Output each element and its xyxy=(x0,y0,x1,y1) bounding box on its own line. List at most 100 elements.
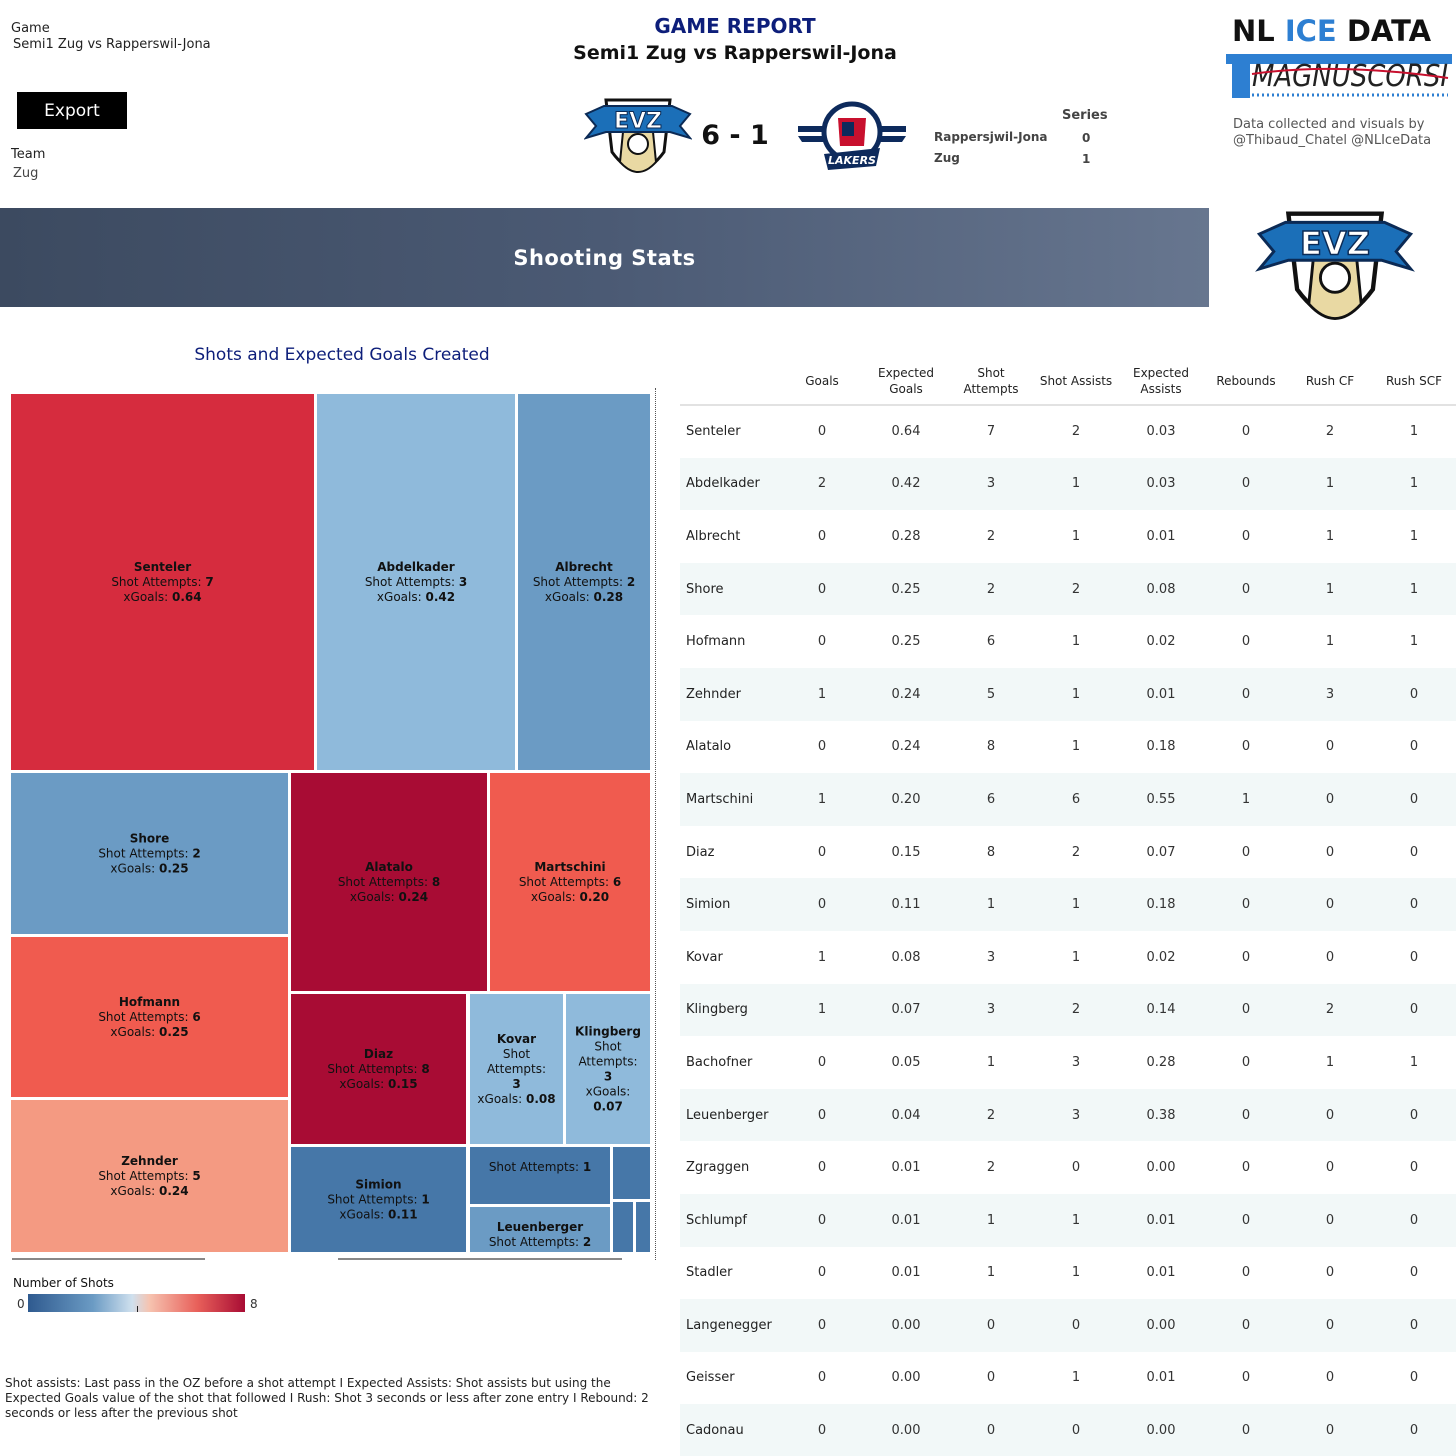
stat-cell: 0 xyxy=(1204,562,1288,616)
treemap-cell[interactable] xyxy=(11,773,288,934)
table-row: Geisser 0 0.00 0 1 0.01 0 0 0 xyxy=(680,1351,1456,1405)
stat-cell: 0.01 xyxy=(1118,1193,1204,1247)
team-filter-value[interactable]: Zug xyxy=(13,166,39,181)
stat-cell: 0 xyxy=(1204,720,1288,774)
stat-cell: 0.18 xyxy=(1118,720,1204,774)
stat-cell: 0.03 xyxy=(1118,457,1204,511)
table-header-text: Goals xyxy=(889,382,923,396)
stat-cell: 1 xyxy=(1034,1193,1118,1247)
player-name-cell: Leuenberger xyxy=(680,1088,780,1142)
treemap-cell[interactable] xyxy=(613,1147,650,1199)
stat-cell: 0.20 xyxy=(864,773,948,826)
treemap-cell[interactable] xyxy=(317,394,515,770)
table-header-cell[interactable]: Shot Attempts xyxy=(948,358,1034,406)
stat-cell: 0.00 xyxy=(864,1404,948,1456)
stat-cell: 0 xyxy=(780,720,864,774)
treemap-cell-label: Shot xyxy=(503,1047,531,1061)
treemap-cell[interactable] xyxy=(291,1147,466,1252)
table-header-text: Expected xyxy=(878,366,934,380)
zug-logo-text: EVZ xyxy=(614,109,662,134)
table-row: Martschini 1 0.20 6 6 0.55 1 0 0 xyxy=(680,773,1456,826)
stat-cell: 0 xyxy=(780,562,864,616)
stat-cell: 0 xyxy=(1288,1246,1372,1300)
stat-cell: 0 xyxy=(1372,878,1456,931)
table-header-cell[interactable]: Rebounds xyxy=(1204,358,1288,406)
stat-cell: 0 xyxy=(780,615,864,668)
treemap-cell[interactable] xyxy=(613,1202,633,1252)
stat-cell: 0 xyxy=(780,1351,864,1405)
magnuscorsi-text: MAGNUSCORSI xyxy=(1252,59,1448,94)
stat-cell: 0.01 xyxy=(864,1141,948,1194)
stat-cell: 0 xyxy=(780,1193,864,1247)
stat-cell: 0.25 xyxy=(864,562,948,616)
stat-cell: 1 xyxy=(780,667,864,721)
table-row: Bachofner 0 0.05 1 3 0.28 0 1 1 xyxy=(680,1036,1456,1089)
player-name-cell: Shore xyxy=(680,562,780,616)
game-filter-label: Game xyxy=(11,21,50,36)
table-header-cell[interactable]: Expected Assists xyxy=(1118,358,1204,406)
stat-cell: 0 xyxy=(1204,1141,1288,1194)
treemap-cell[interactable] xyxy=(470,1147,610,1204)
table-header-cell[interactable]: Expected Goals xyxy=(864,358,948,406)
treemap-cell[interactable] xyxy=(636,1202,650,1252)
player-name-cell: Simion xyxy=(680,878,780,931)
treemap-cell[interactable] xyxy=(566,994,650,1144)
stat-cell: 0 xyxy=(1288,1141,1372,1194)
treemap-cell[interactable] xyxy=(11,1100,288,1252)
stat-cell: 0.18 xyxy=(1118,878,1204,931)
rapperswil-logo-icon: LAKERS xyxy=(798,101,906,170)
table-header-cell[interactable]: Shot Assists xyxy=(1034,358,1118,406)
stat-cell: 2 xyxy=(1034,983,1118,1037)
table-header-cell[interactable]: Rush SCF xyxy=(1372,358,1456,406)
stat-cell: 0 xyxy=(1204,1404,1288,1456)
stat-cell: 0 xyxy=(780,405,864,458)
player-name-cell: Diaz xyxy=(680,825,780,879)
banner-title: Shooting Stats xyxy=(513,245,696,270)
treemap-cell[interactable] xyxy=(291,994,466,1144)
treemap-cell[interactable] xyxy=(490,773,650,991)
table-header-text: Rush CF xyxy=(1305,374,1355,388)
stat-cell: 6 xyxy=(948,615,1034,668)
export-button[interactable]: Export xyxy=(17,92,127,129)
table-header-text: Shot Assists xyxy=(1039,374,1113,388)
stat-cell: 0.01 xyxy=(1118,667,1204,721)
player-name-cell: Stadler xyxy=(680,1246,780,1300)
treemap-cell-label: Shot Attempts: 2 xyxy=(489,1235,591,1249)
stat-cell: 0.11 xyxy=(864,878,948,931)
treemap-cell-label: Shot Attempts: 1 xyxy=(489,1160,591,1174)
stat-cell: 0 xyxy=(780,1141,864,1194)
treemap-cell[interactable] xyxy=(11,937,288,1097)
stat-cell: 0 xyxy=(948,1351,1034,1405)
stat-cell: 0 xyxy=(1372,1246,1456,1300)
legend-title: Number of Shots xyxy=(13,1276,114,1290)
series-value-2: 1 xyxy=(1082,152,1091,166)
stat-cell: 1 xyxy=(948,1036,1034,1089)
stat-cell: 0.24 xyxy=(864,667,948,721)
treemap-cell[interactable] xyxy=(470,1207,610,1252)
player-name-cell: Martschini xyxy=(680,773,780,826)
table-header-cell[interactable]: Rush CF xyxy=(1288,358,1372,406)
treemap-cell[interactable] xyxy=(470,994,563,1144)
stat-cell: 0.02 xyxy=(1118,930,1204,984)
stat-cell: 3 xyxy=(1034,1088,1118,1142)
table-header-text: Goals xyxy=(805,374,839,388)
stat-cell: 0 xyxy=(1204,1246,1288,1300)
treemap-scroll-hint xyxy=(12,1258,205,1260)
table-row: Klingberg 1 0.07 3 2 0.14 0 2 0 xyxy=(680,983,1456,1037)
treemap-cell-label: 3 xyxy=(604,1070,612,1084)
treemap-cell[interactable] xyxy=(518,394,650,770)
stat-cell: 0.04 xyxy=(864,1088,948,1142)
table-row: Albrecht 0 0.28 2 1 0.01 0 1 1 xyxy=(680,510,1456,563)
treemap-cell[interactable] xyxy=(11,394,314,770)
player-name-cell: Geisser xyxy=(680,1351,780,1405)
game-filter-value[interactable]: Semi1 Zug vs Rapperswil-Jona xyxy=(13,37,211,52)
treemap-cell[interactable] xyxy=(291,773,487,991)
treemap-cell-name: Kovar xyxy=(497,1032,536,1046)
stat-cell: 2 xyxy=(948,1088,1034,1142)
series-team-1: Rappersjwil-Jona xyxy=(934,130,1048,144)
stat-cell: 1 xyxy=(1288,1036,1372,1089)
legend-tick xyxy=(137,1306,138,1312)
table-header-cell[interactable]: Goals xyxy=(780,358,864,406)
stat-cell: 0.00 xyxy=(1118,1404,1204,1456)
stat-cell: 1 xyxy=(1288,510,1372,563)
